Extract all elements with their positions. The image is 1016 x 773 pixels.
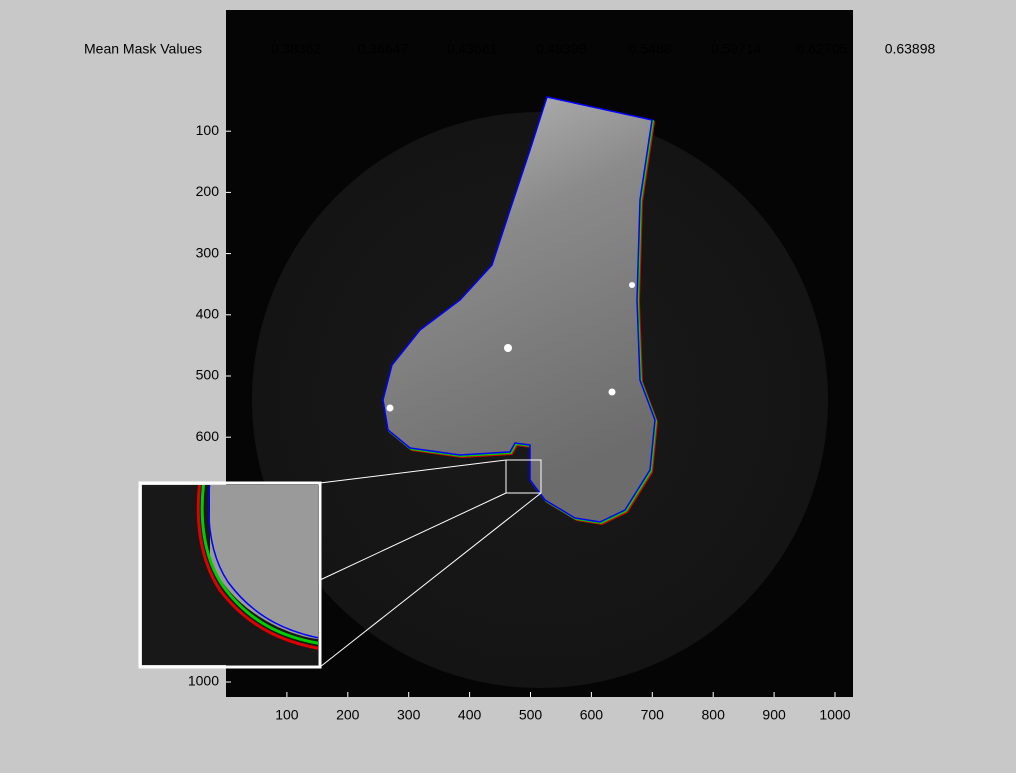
y-tick-label: 100 bbox=[196, 122, 220, 138]
x-tick-label: 500 bbox=[519, 707, 543, 723]
header-value: 0.59714 bbox=[711, 41, 762, 57]
x-tick-label: 1000 bbox=[819, 707, 850, 723]
x-tick-label: 700 bbox=[641, 707, 665, 723]
x-tick-label: 200 bbox=[336, 707, 360, 723]
figure: Mean Mask Values 0.38362 0.36647 0.43661 0.… bbox=[0, 0, 1016, 773]
y-tick-label: 500 bbox=[196, 367, 220, 383]
x-tick-label: 900 bbox=[762, 707, 786, 723]
x-tick-label: 800 bbox=[702, 707, 726, 723]
y-tick-label: 400 bbox=[196, 306, 220, 322]
header-value: 0.36647 bbox=[358, 41, 409, 57]
y-tick-label: 1000 bbox=[188, 673, 219, 689]
header-value: 0.38362 bbox=[271, 41, 322, 57]
y-tick-label: 600 bbox=[196, 428, 220, 444]
header-value: 0.5488 bbox=[629, 41, 672, 57]
header-label: Mean Mask Values bbox=[84, 41, 202, 57]
y-tick-label: 200 bbox=[196, 183, 220, 199]
header-value: 0.43661 bbox=[447, 41, 498, 57]
x-tick-label: 400 bbox=[458, 707, 482, 723]
header-value: 0.49398 bbox=[536, 41, 587, 57]
header-value: 0.62705 bbox=[797, 41, 848, 57]
x-tick-label: 600 bbox=[580, 707, 604, 723]
y-tick-label: 300 bbox=[196, 244, 220, 260]
page: Mean Mask Values 0.38362 0.36647 0.43661 0.… bbox=[0, 0, 1016, 773]
x-tick-label: 100 bbox=[275, 707, 299, 723]
x-tick-label: 300 bbox=[397, 707, 421, 723]
header-value: 0.63898 bbox=[885, 41, 936, 57]
